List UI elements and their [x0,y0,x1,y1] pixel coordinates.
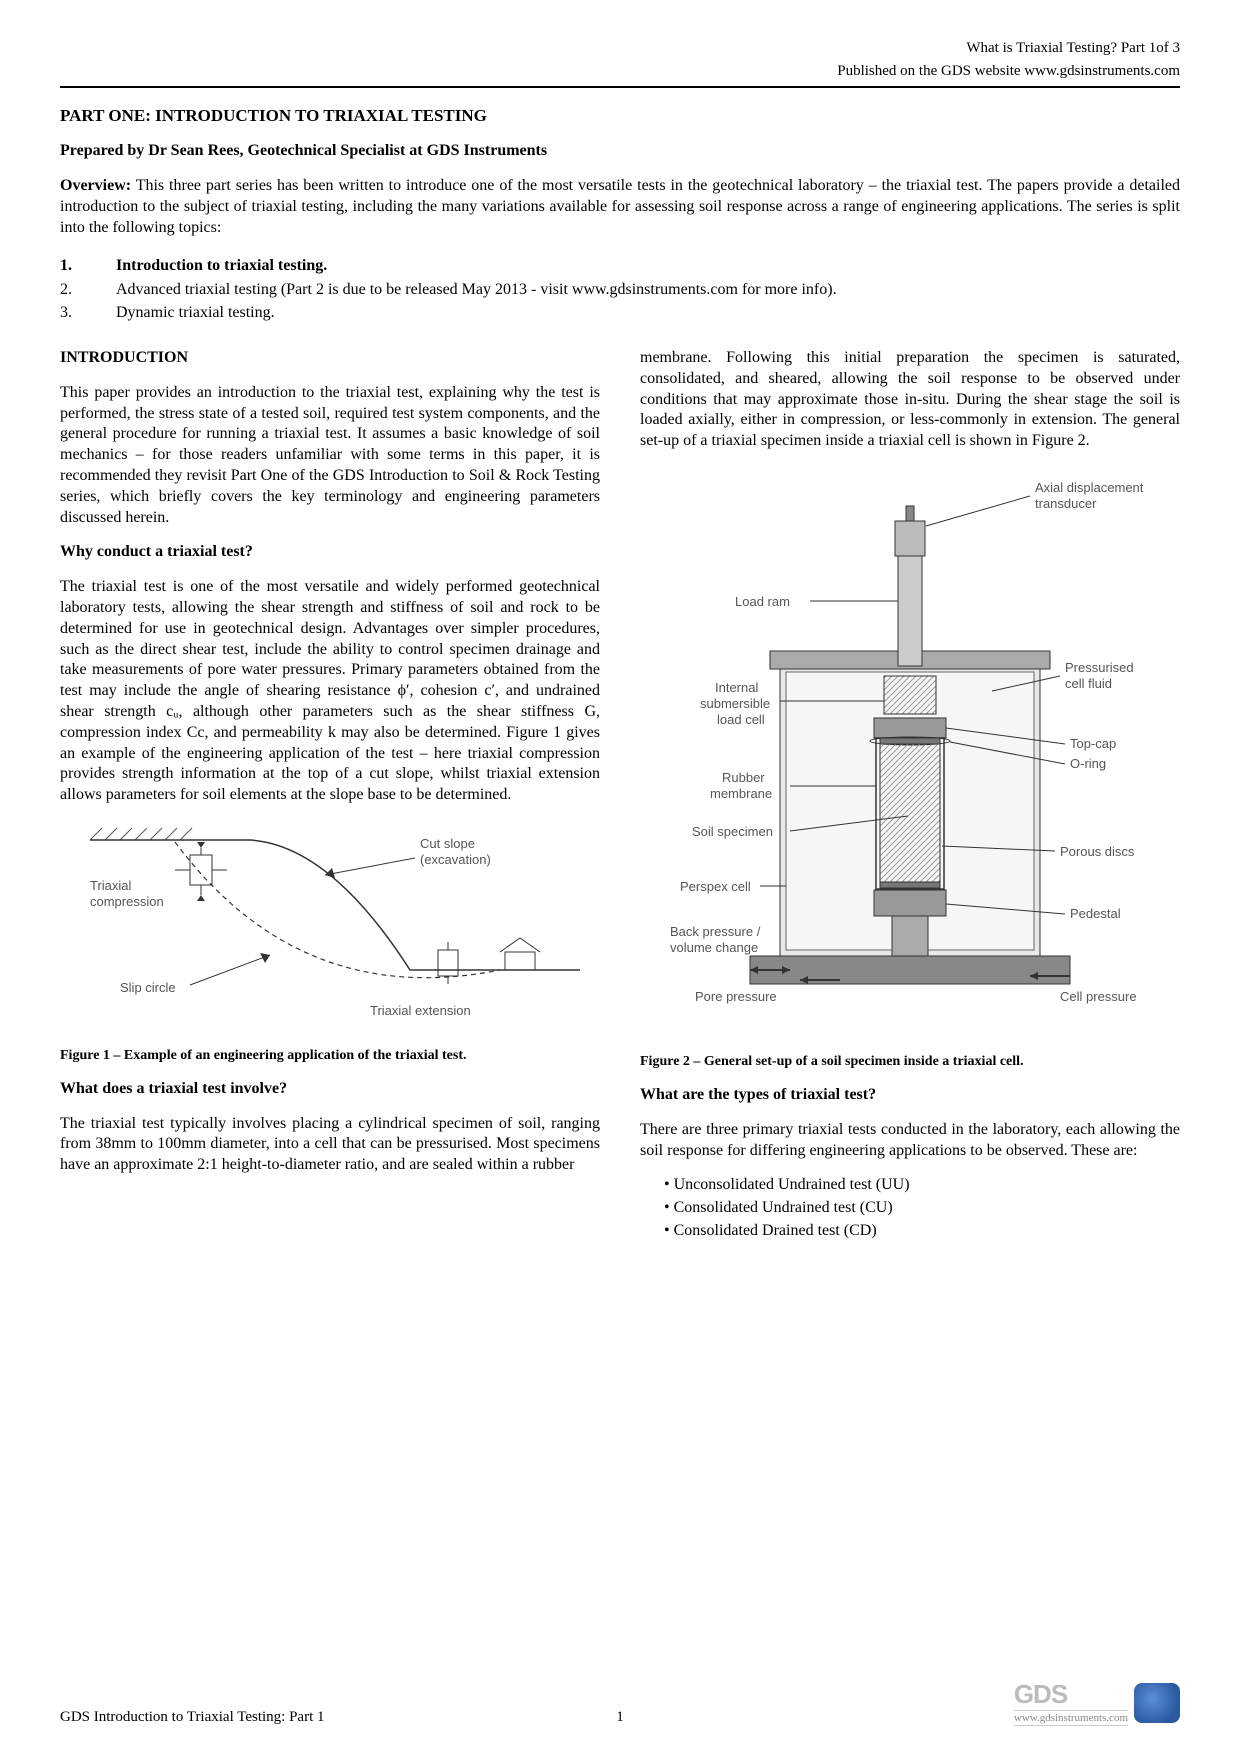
header-rule [60,86,1180,88]
page-number: 1 [616,1709,624,1726]
topics-list: 1.Introduction to triaxial testing. 2.Ad… [60,254,1180,324]
svg-text:membrane: membrane [710,786,772,801]
fig1-label-extension: Triaxial extension [370,1003,471,1018]
bullet-uu: Unconsolidated Undrained test (UU) [664,1175,1180,1196]
svg-text:transducer: transducer [1035,496,1097,511]
overview-text: This three part series has been written … [60,177,1180,236]
svg-text:O-ring: O-ring [1070,756,1106,771]
svg-text:Pressurised: Pressurised [1065,660,1134,675]
svg-text:Internal: Internal [715,680,758,695]
svg-text:cell fluid: cell fluid [1065,676,1112,691]
topic-3: 3.Dynamic triaxial testing. [60,301,1180,324]
bullet-cd: Consolidated Drained test (CD) [664,1221,1180,1242]
figure-2: Axial displacement transducer Load ram P… [640,466,1180,1043]
logo-url: www.gdsinstruments.com [1014,1710,1128,1726]
figure-2-caption: Figure 2 – General set-up of a soil spec… [640,1053,1180,1071]
header-line1: What is Triaxial Testing? Part 1of 3 [60,40,1180,57]
involve-heading: What does a triaxial test involve? [60,1079,600,1100]
svg-text:Porous discs: Porous discs [1060,844,1135,859]
topic-1: 1.Introduction to triaxial testing. [60,254,1180,277]
svg-text:Load ram: Load ram [735,594,790,609]
svg-text:Cell pressure: Cell pressure [1060,989,1137,1004]
svg-text:Rubber: Rubber [722,770,765,785]
svg-text:Top-cap: Top-cap [1070,736,1116,751]
why-heading: Why conduct a triaxial test? [60,542,600,563]
overview-paragraph: Overview: This three part series has bee… [60,176,1180,238]
figure-1-caption: Figure 1 – Example of an engineering app… [60,1047,600,1065]
types-paragraph: There are three primary triaxial tests c… [640,1120,1180,1162]
types-heading: What are the types of triaxial test? [640,1085,1180,1106]
why-paragraph: The triaxial test is one of the most ver… [60,577,600,806]
fig1-label-excavation: (excavation) [420,852,491,867]
involve-paragraph: The triaxial test typically involves pla… [60,1114,600,1176]
svg-text:Soil specimen: Soil specimen [692,824,773,839]
figure-1: Cut slope (excavation) Triaxial compress… [60,820,600,1037]
logo-globe-icon [1134,1683,1180,1723]
intro-paragraph: This paper provides an introduction to t… [60,383,600,529]
overview-label: Overview: [60,177,131,194]
topic-2: 2.Advanced triaxial testing (Part 2 is d… [60,278,1180,301]
fig1-label-cutslope: Cut slope [420,836,475,851]
bullet-cu: Consolidated Undrained test (CU) [664,1198,1180,1219]
svg-text:Pore pressure: Pore pressure [695,989,777,1004]
header-line2: Published on the GDS website www.gdsinst… [60,63,1180,80]
svg-text:load cell: load cell [717,712,765,727]
footer-left: GDS Introduction to Triaxial Testing: Pa… [60,1709,325,1726]
fig1-label-slip: Slip circle [120,980,176,995]
svg-text:volume change: volume change [670,940,758,955]
continuation-paragraph: membrane. Following this initial prepara… [640,348,1180,452]
fig1-label-triaxial: Triaxial [90,878,132,893]
right-column: membrane. Following this initial prepara… [640,338,1180,1244]
footer-logo: GDS www.gdsinstruments.com [1014,1679,1180,1726]
main-title: PART ONE: INTRODUCTION TO TRIAXIAL TESTI… [60,106,1180,126]
logo-text-gds: GDS [1014,1679,1128,1710]
left-column: INTRODUCTION This paper provides an intr… [60,338,600,1244]
test-types-list: Unconsolidated Undrained test (UU) Conso… [664,1175,1180,1241]
prepared-by: Prepared by Dr Sean Rees, Geotechnical S… [60,142,1180,160]
svg-text:Pedestal: Pedestal [1070,906,1121,921]
svg-text:Back pressure /: Back pressure / [670,924,761,939]
svg-text:submersible: submersible [700,696,770,711]
svg-text:Perspex cell: Perspex cell [680,879,751,894]
svg-text:Axial displacement: Axial displacement [1035,480,1144,495]
intro-heading: INTRODUCTION [60,348,600,369]
fig1-label-compression: compression [90,894,164,909]
